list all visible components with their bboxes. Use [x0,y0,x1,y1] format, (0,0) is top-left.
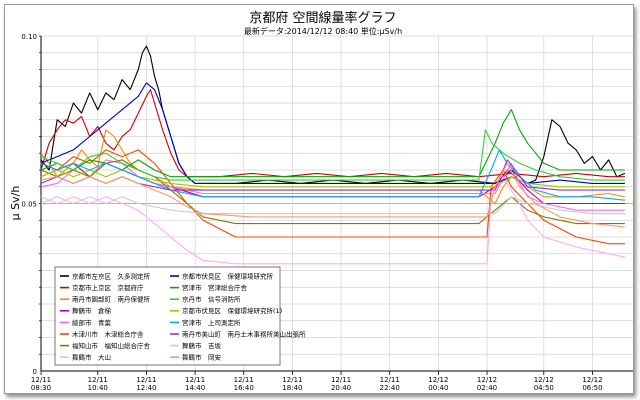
x-tick-date: 12/12 [428,376,448,384]
x-tick-date: 12/11 [234,376,254,384]
y-tick-label: 0.10 [21,33,37,41]
chart-subtitle: 最新データ:2014/12/12 08:40 単位:μSv/h [244,26,402,36]
axes: 00.050.1012/1108:3012/1110:4012/1112:401… [21,33,633,392]
x-tick-date: 12/11 [282,376,302,384]
x-tick-date: 12/12 [534,376,554,384]
x-tick-date: 12/11 [136,376,156,384]
series-line-6 [40,149,625,245]
legend-box [54,266,281,366]
series-line-15 [40,196,625,215]
x-tick-date: 12/11 [185,376,205,384]
x-tick-time: 08:30 [31,384,51,392]
x-tick-date: 12/12 [477,376,497,384]
x-tick-date: 12/11 [31,376,51,384]
series-line-2 [40,89,625,178]
x-tick-time: 14:40 [185,384,205,392]
legend-entry: 舞鶴市 吉坂 [182,341,222,350]
x-tick-time: 18:40 [282,384,302,392]
x-tick-date: 12/11 [88,376,108,384]
x-tick-time: 02:40 [477,384,497,392]
legend-entry: 綾部市 青葉 [72,318,112,327]
x-tick-time: 16:40 [234,384,254,392]
legend-entry: 京丹市 信号消防所 [182,295,241,304]
legend-entry: 京都市伏見区 保健環境研究所 [182,271,274,280]
legend-entry: 木津川市 木津総合庁舎 [72,329,144,338]
series-line-11 [40,129,625,181]
legend-entry: 南丹市園部町 南丹保健所 [72,295,151,304]
legend-entry: 舞鶴市 岡安 [182,353,222,362]
legend-entry: 南丹市美山町 南丹土木事務所美山出張所 [182,329,306,338]
x-tick-time: 06:50 [582,384,602,392]
radiation-line-chart: 京都府 空間線量率グラフ 最新データ:2014/12/12 08:40 単位:μ… [9,10,633,392]
legend-entry: 京都市左京区 久多測定所 [72,271,151,280]
series-line-12 [40,169,625,188]
chart-frame: 京都府 空間線量率グラフ 最新データ:2014/12/12 08:40 単位:μ… [4,4,634,394]
x-tick-time: 00:40 [428,384,448,392]
x-tick-time: 20:40 [331,384,351,392]
chart-title: 京都府 空間線量率グラフ [249,10,396,26]
series-line-8 [40,176,626,265]
legend-entry: 舞鶴市 大山 [72,353,111,362]
y-tick-label: 0.05 [21,201,37,209]
x-tick-time: 10:40 [88,384,108,392]
series-lines [40,45,626,265]
legend-entry: 舞鶴市 倉梯 [72,306,112,315]
x-tick-date: 12/11 [380,376,400,384]
legend-entry: 福知山市 福知山総合庁舎 [72,341,151,350]
x-tick-time: 04:50 [534,384,554,392]
legend-entry: 京都市上京区 京都府庁 [72,283,144,292]
y-tick-label: 0 [33,368,37,376]
legend-entry: 宮津市 上司測定所 [182,318,241,327]
x-tick-time: 22:40 [380,384,400,392]
x-tick-time: 12:40 [136,384,156,392]
y-axis-label: μ Sv/h [9,186,22,221]
x-tick-date: 12/12 [582,376,602,384]
legend-entry: 京都市伏見区 保健環境研究所(1) [182,306,282,315]
legend-entry: 宮津市 宮津総合庁舎 [182,283,248,292]
series-line-7 [40,159,625,225]
series-line-16 [40,162,625,228]
x-tick-date: 12/11 [331,376,351,384]
